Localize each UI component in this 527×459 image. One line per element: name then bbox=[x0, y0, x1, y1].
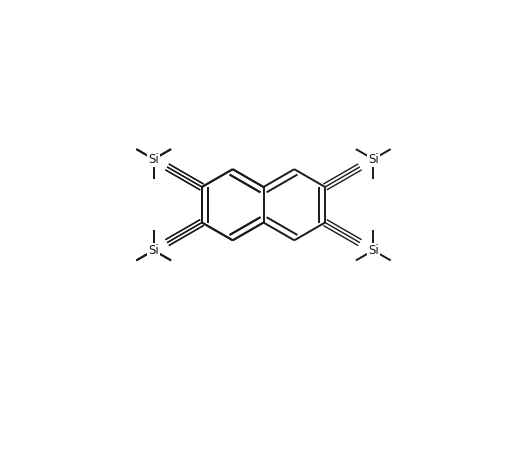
Text: Si: Si bbox=[368, 244, 379, 257]
Text: Si: Si bbox=[148, 244, 159, 257]
Text: Si: Si bbox=[148, 244, 159, 257]
Text: Si: Si bbox=[148, 153, 159, 166]
Text: Si: Si bbox=[368, 153, 379, 166]
Text: Si: Si bbox=[148, 153, 159, 166]
